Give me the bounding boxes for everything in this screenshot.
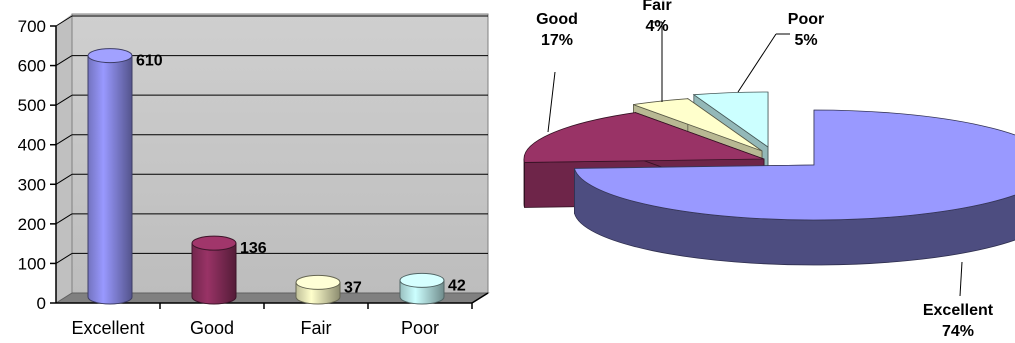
pie-top-excellent — [573, 109, 1015, 221]
bars — [87, 48, 445, 305]
x-tick-label: Poor — [401, 318, 439, 338]
leader-line — [959, 261, 963, 297]
bar-body — [87, 55, 133, 305]
pie-chart: Excellent 74% Good 17% Fair 4% Poor 5% — [523, 0, 1015, 340]
pie-label-poor: Poor 5% — [737, 11, 824, 93]
pie-percent-label: 4% — [645, 18, 668, 35]
y-tick-label: 0 — [37, 294, 46, 313]
bar-fair — [295, 274, 341, 305]
bar-chart: 0 100 200 300 400 500 600 700 Excellent Good Fair… — [18, 13, 490, 338]
x-tick-label: Good — [190, 318, 234, 338]
gridline-depth — [55, 134, 73, 146]
y-tick-labels: 0 100 200 300 400 500 600 700 — [18, 17, 56, 313]
y-tick-label: 500 — [18, 96, 46, 115]
pie-label-fair: Fair 4% — [642, 0, 672, 102]
pie-percent-label: 5% — [794, 32, 817, 49]
x-axis-depth — [471, 292, 489, 304]
bar-top — [399, 272, 445, 288]
gridline-depth — [55, 55, 73, 66]
pie-top-good — [523, 112, 765, 163]
x-tick-labels: Excellent Good Fair Poor — [71, 303, 473, 338]
bar-poor — [399, 272, 445, 305]
y-tick-label: 100 — [18, 254, 46, 273]
pie-label-excellent: Excellent 74% — [923, 261, 994, 340]
y-tick-label: 400 — [18, 136, 46, 155]
bar-top — [191, 235, 237, 251]
leader-line — [737, 33, 777, 93]
pie-category-label: Good — [536, 11, 578, 28]
bar-body — [191, 242, 237, 305]
pie-slices — [523, 91, 1015, 266]
gridline-depth — [55, 94, 73, 106]
data-label-good: 136 — [240, 240, 267, 257]
gridline-depth — [55, 15, 73, 27]
y-tick-label: 200 — [18, 215, 46, 234]
y-tick-label: 300 — [18, 175, 46, 194]
pie-category-label: Excellent — [923, 302, 994, 319]
gridline-depth — [55, 173, 73, 185]
gridline-depth — [55, 213, 73, 225]
x-tick-label: Excellent — [71, 318, 144, 338]
pie-category-label: Poor — [788, 11, 824, 28]
pie-labels: Excellent 74% Good 17% Fair 4% Poor 5% — [536, 0, 994, 340]
pie-label-good: Good 17% — [536, 11, 578, 133]
gridline-depth — [55, 253, 73, 264]
pie-top-poor — [692, 91, 769, 148]
pie-percent-label: 74% — [942, 323, 974, 340]
y-tick-label: 600 — [18, 57, 46, 76]
bar-top — [87, 48, 133, 64]
data-label-poor: 42 — [448, 277, 466, 294]
leader-line — [547, 71, 556, 133]
x-tick-label: Fair — [301, 318, 332, 338]
pie-top-fair — [633, 98, 763, 152]
bar-good — [191, 235, 237, 305]
data-labels: 610 136 37 42 — [136, 53, 466, 297]
data-label-fair: 37 — [344, 279, 362, 296]
pie-category-label: Fair — [642, 0, 671, 14]
data-label-excellent: 610 — [136, 53, 163, 70]
bar-top — [295, 274, 341, 290]
gridlines — [55, 15, 488, 264]
y-tick-label: 700 — [18, 17, 46, 36]
pie-slice-excellent — [573, 109, 1015, 266]
pie-percent-label: 17% — [541, 32, 573, 49]
bar-excellent — [87, 48, 133, 305]
